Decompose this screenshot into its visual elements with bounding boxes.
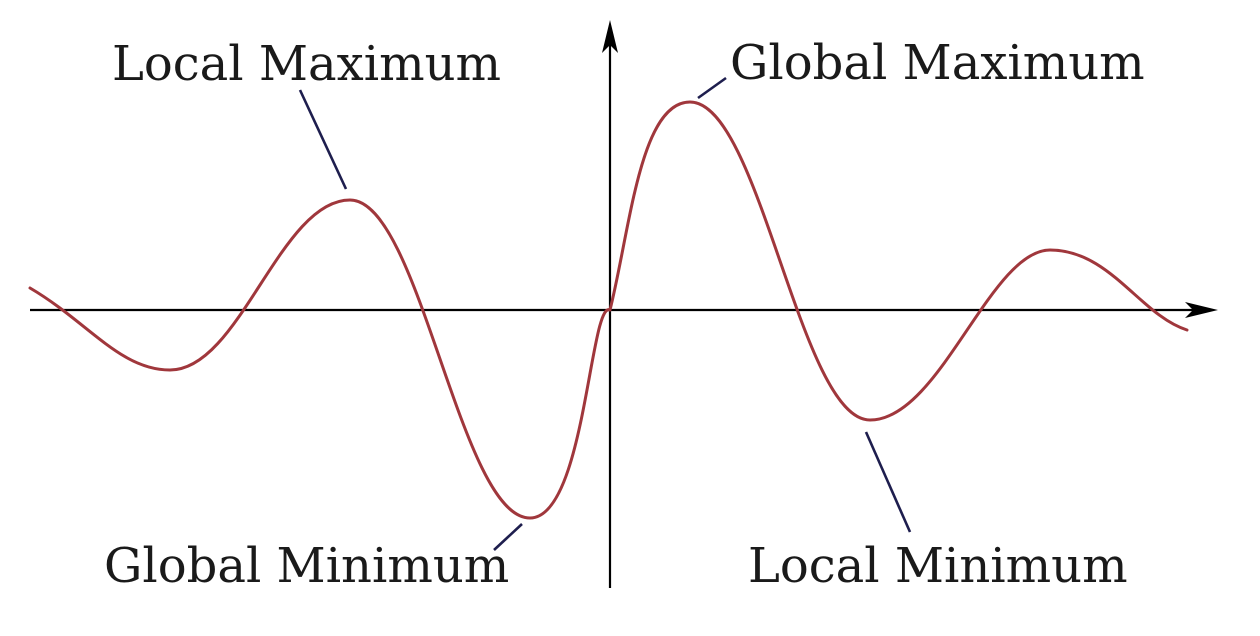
- function-curve: [28, 100, 1189, 520]
- local-maximum-label: Local Maximum: [112, 36, 501, 92]
- local-maximum-leader: [298, 89, 348, 190]
- y-axis-arrowhead: [602, 20, 618, 53]
- global-maximum-leader: [697, 76, 727, 100]
- global-minimum-label: Global Minimum: [104, 538, 509, 594]
- global-minimum-leader: [493, 523, 523, 551]
- local-minimum-leader: [864, 431, 912, 533]
- global-maximum-label: Global Maximum: [730, 35, 1145, 91]
- x-axis-arrowhead: [1185, 302, 1218, 318]
- local-minimum-label: Local Minimum: [748, 538, 1128, 594]
